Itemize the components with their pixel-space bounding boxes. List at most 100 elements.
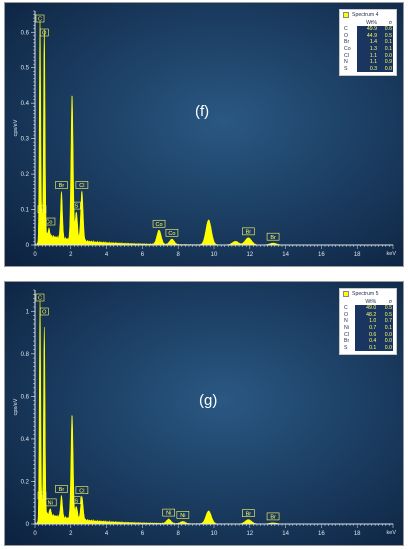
x-tick-label: 10 [211, 252, 218, 258]
peak-label-n: N [37, 205, 47, 213]
y-tick-label: 0.2 [21, 479, 30, 485]
peak-label-text: S [75, 498, 79, 504]
x-tick-label: 18 [354, 252, 361, 258]
peak-label-box [242, 227, 255, 236]
y-tick-label: 0.5 [21, 66, 30, 72]
y-tick-label: 0.6 [21, 30, 30, 36]
element-cell: Co [344, 45, 351, 52]
x-tick-label: 10 [211, 531, 218, 537]
peak-label-text: O [42, 31, 47, 37]
wt-cell: 1.4 [357, 39, 379, 46]
sigma-cell: 0.5 [377, 305, 393, 312]
peak-label-br: Br [55, 485, 68, 493]
table-header: Wt% [366, 19, 378, 26]
peak-label-cl: Cl [75, 181, 89, 189]
peak-label-box [37, 491, 47, 500]
panel-label: (g) [199, 392, 218, 409]
x-tick-label: 12 [246, 252, 253, 258]
peak-label-br: Br [55, 181, 68, 189]
legend-title: Spectrum 4 [352, 12, 379, 18]
spectrum-panel-f: 0 2 4 6 8 10 12 14 16 18 keV 0 0.1 0.2 0.3 0.4 0.5 0.6 cps… [4, 2, 404, 267]
peak-label-text: Br [270, 515, 276, 521]
peak-label-text: O [42, 310, 47, 316]
legend: Spectrum 5 Wt% σ C 49.0 0.5 O 48.2 0.5 N 1.0 0… [339, 288, 397, 356]
sigma-cell: 0.5 [378, 32, 393, 40]
y-tick-label: 0 [26, 243, 30, 249]
x-tick-label: 4 [105, 252, 109, 258]
sigma-cell: 0.7 [377, 318, 393, 325]
sigma-cell: 0.1 [377, 324, 393, 332]
wt-cell: 0.4 [355, 338, 378, 345]
x-tick-label: 2 [69, 252, 73, 258]
x-tick-label: 6 [141, 531, 145, 537]
sigma-cell: 0.1 [378, 45, 393, 53]
element-cell: O [344, 32, 349, 39]
peak-label-br: Br [266, 512, 280, 521]
sigma-cell: 0.0 [378, 52, 393, 60]
element-cell: Ni [344, 324, 349, 331]
sigma-cell: 0.9 [378, 59, 393, 66]
composition-table: Wt% σ C 49.9 0.6 O 44.9 0.5 Br 1.4 0.1 Co 1.3 0.… [343, 20, 393, 73]
peak-label-box [40, 307, 49, 316]
y-tick-label: 0.4 [21, 101, 30, 107]
sigma-cell: 0.0 [378, 65, 393, 73]
peak-label-box [152, 219, 166, 228]
x-axis-label: keV [387, 251, 397, 257]
element-cell: S [344, 344, 348, 351]
table-header: Wt% [365, 298, 377, 305]
peak-label-box [55, 181, 68, 189]
x-tick-label: 12 [246, 531, 253, 537]
peak-label-text: S [75, 204, 79, 210]
wt-cell: 49.9 [357, 26, 379, 33]
peak-label-text: Ni [48, 500, 53, 506]
peak-label-box [35, 14, 45, 23]
y-tick-label: 0.8 [21, 352, 30, 358]
x-tick-label: 0 [33, 252, 37, 258]
table-row: O 44.9 0.5 [343, 32, 393, 40]
table-row: Br 0.4 0.0 [343, 338, 393, 345]
peak-label-s: S [72, 201, 81, 210]
peak-label-br: Br [242, 509, 255, 517]
table-row: Ni 0.7 0.1 [343, 324, 393, 332]
wt-cell: 0.6 [355, 331, 378, 339]
legend-swatch [343, 291, 349, 298]
element-cell: C [344, 305, 348, 312]
x-tick-label: 0 [33, 531, 37, 537]
peak-label-text: N [40, 207, 44, 213]
peak-label-box [43, 498, 57, 507]
peak-label-box [42, 217, 56, 226]
x-tick-label: 16 [318, 252, 325, 258]
x-tick-label: 4 [105, 531, 109, 537]
sigma-cell: 0.6 [378, 26, 393, 33]
wt-cell: 0.1 [355, 344, 378, 352]
peak-label-text: Cl [79, 183, 84, 189]
peak-label-text: Br [246, 511, 252, 517]
peak-label-box [176, 511, 190, 519]
wt-cell: 44.9 [357, 32, 379, 40]
peak-label-box [75, 181, 89, 189]
y-tick-label: 0.6 [21, 394, 30, 400]
peak-label-ni: Ni [43, 498, 57, 507]
table-header [343, 20, 357, 27]
y-axis-label: cps/eV [13, 119, 19, 136]
peak-label-o: O [40, 307, 49, 316]
sigma-cell: 0.1 [378, 39, 393, 46]
peak-label-br: Br [266, 232, 280, 241]
wt-cell: 1.0 [355, 318, 378, 325]
peak-label-box [35, 293, 45, 302]
peak-label-s: S [72, 496, 81, 504]
wt-cell: 1.1 [357, 59, 379, 66]
peak-label-c: C [35, 14, 45, 23]
element-cell: N [344, 318, 348, 325]
peak-label-box [72, 201, 81, 210]
peak-label-c: C [35, 293, 45, 302]
table-row: C 49.0 0.5 [343, 305, 393, 312]
table-header: σ [388, 19, 392, 26]
legend-swatch [343, 12, 349, 19]
peak-label-box [162, 508, 176, 517]
peak-label-box [242, 509, 255, 517]
peak-label-box [266, 232, 280, 241]
peak-label-co: Co [165, 228, 179, 237]
wt-cell: 0.7 [355, 324, 378, 332]
legend: Spectrum 4 Wt% σ C 49.9 0.6 O 44.9 0.5 Br 1.4… [339, 9, 397, 77]
